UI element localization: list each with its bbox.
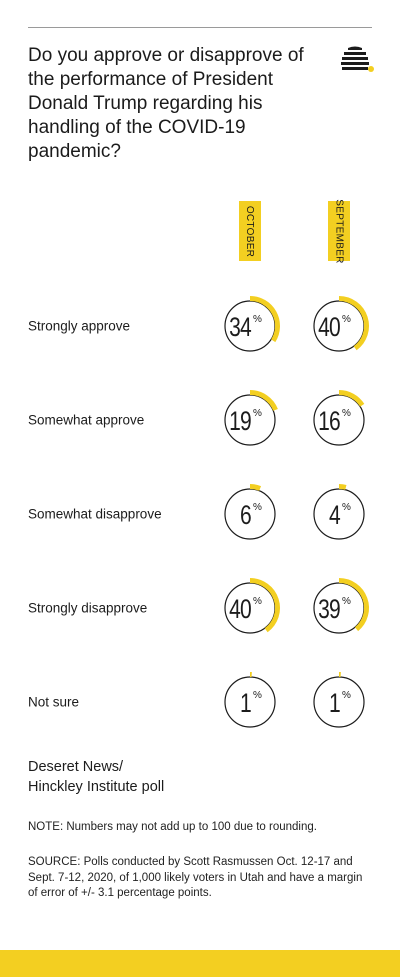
- top-divider: [28, 27, 372, 28]
- dial-value-label: 40: [229, 595, 251, 625]
- dial-percent-sign: %: [253, 596, 262, 607]
- dial-percent-sign: %: [342, 502, 351, 513]
- dial-percent-sign: %: [253, 690, 262, 701]
- row-label-not-sure: Not sure: [28, 694, 80, 710]
- dial-value-label: 19: [229, 407, 251, 437]
- dial-value-label: 16: [318, 407, 340, 437]
- dial-september-strongly-disapprove: 39%: [313, 578, 369, 634]
- dial-september-somewhat-disapprove: 4%: [313, 483, 365, 540]
- dial-value-arc: [338, 483, 347, 490]
- row-label-strongly-approve: Strongly approve: [28, 318, 131, 334]
- dial-value-label: 6: [240, 501, 251, 531]
- dial-september-somewhat-approve: 16%: [313, 390, 365, 446]
- dial-value-label: 39: [318, 595, 340, 625]
- chart-title: Do you approve or disapprove of the perf…: [28, 45, 304, 162]
- dial-october-not-sure: 1%: [224, 672, 276, 728]
- dial-value-arc: [249, 484, 262, 491]
- dial-value-label: 40: [318, 313, 340, 343]
- dial-percent-sign: %: [342, 408, 351, 419]
- dial-ring: [224, 676, 276, 728]
- dial-september-strongly-approve: 40%: [313, 296, 369, 352]
- dial-september-not-sure: 1%: [313, 672, 365, 728]
- dial-percent-sign: %: [253, 502, 262, 513]
- dial-percent-sign: %: [342, 596, 351, 607]
- source-name: Deseret News/ Hinckley Institute poll: [28, 757, 164, 797]
- beehive-icon: [341, 46, 374, 72]
- dial-percent-sign: %: [342, 690, 351, 701]
- dial-value-arc: [338, 578, 369, 632]
- dial-value-arc: [338, 296, 369, 351]
- dial-ring: [313, 394, 365, 446]
- dial-value-arc: [338, 390, 365, 407]
- month-tag-september: SEPTEMBER: [328, 199, 350, 263]
- dial-value-arc: [249, 578, 280, 633]
- dial-percent-sign: %: [253, 314, 262, 325]
- row-label-somewhat-disapprove: Somewhat disapprove: [28, 506, 162, 522]
- dial-value-label: 4: [329, 501, 340, 531]
- dial-value-label: 34: [229, 313, 251, 343]
- dial-percent-sign: %: [342, 314, 351, 325]
- row-label-strongly-disapprove: Strongly disapprove: [28, 600, 148, 616]
- dial-ring: [313, 488, 365, 540]
- dial-value-label: 1: [329, 689, 340, 719]
- dial-ring: [313, 582, 365, 634]
- month-tag-october: OCTOBER: [239, 201, 261, 261]
- dial-october-somewhat-disapprove: 6%: [224, 484, 276, 540]
- source-text: SOURCE: Polls conducted by Scott Rasmuss…: [28, 856, 363, 899]
- dial-ring: [313, 676, 365, 728]
- footer-bar: [0, 950, 400, 977]
- rounding-note: NOTE: Numbers may not add up to 100 due …: [28, 821, 317, 833]
- dial-october-somewhat-approve: 19%: [224, 390, 278, 446]
- dial-percent-sign: %: [253, 408, 262, 419]
- row-label-somewhat-approve: Somewhat approve: [28, 412, 145, 428]
- dial-value-arc: [249, 296, 280, 343]
- dial-value-arc: [249, 390, 278, 411]
- dial-ring: [224, 300, 276, 352]
- source-name-line1: Deseret News/: [28, 759, 124, 775]
- dial-value-label: 1: [240, 689, 251, 719]
- dial-october-strongly-approve: 34%: [224, 296, 280, 352]
- dial-october-strongly-disapprove: 40%: [224, 578, 280, 634]
- source-name-line2: Hinckley Institute poll: [28, 779, 165, 795]
